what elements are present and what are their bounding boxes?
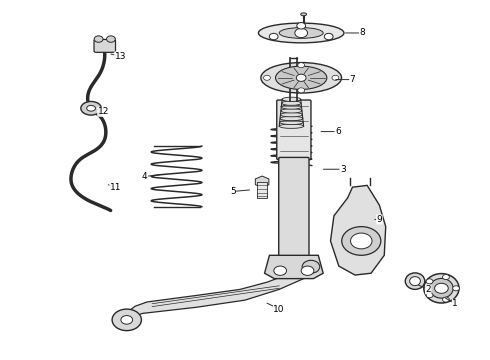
- Polygon shape: [331, 185, 386, 275]
- Circle shape: [350, 233, 372, 249]
- Ellipse shape: [280, 116, 303, 121]
- FancyBboxPatch shape: [279, 157, 309, 256]
- FancyBboxPatch shape: [257, 182, 267, 198]
- Circle shape: [295, 28, 308, 38]
- Circle shape: [324, 33, 333, 40]
- Circle shape: [264, 75, 270, 80]
- Circle shape: [112, 309, 142, 330]
- Circle shape: [298, 88, 305, 93]
- Text: 5: 5: [230, 187, 236, 196]
- Circle shape: [296, 74, 306, 81]
- Ellipse shape: [261, 63, 342, 93]
- FancyBboxPatch shape: [277, 100, 311, 159]
- Text: 10: 10: [273, 305, 285, 314]
- Ellipse shape: [281, 105, 301, 109]
- Text: 2: 2: [425, 285, 431, 294]
- Polygon shape: [265, 255, 323, 279]
- Circle shape: [270, 33, 278, 40]
- Text: 7: 7: [350, 75, 355, 84]
- Ellipse shape: [258, 23, 344, 43]
- Circle shape: [94, 36, 103, 42]
- Circle shape: [301, 266, 314, 275]
- Text: 1: 1: [452, 299, 458, 308]
- Circle shape: [274, 266, 287, 275]
- Ellipse shape: [405, 273, 425, 289]
- Ellipse shape: [81, 102, 101, 115]
- Text: 13: 13: [115, 52, 126, 61]
- Ellipse shape: [281, 109, 302, 113]
- Circle shape: [297, 23, 306, 29]
- Text: 12: 12: [98, 107, 109, 116]
- Ellipse shape: [282, 97, 301, 102]
- Ellipse shape: [280, 113, 302, 117]
- Circle shape: [426, 279, 433, 284]
- Ellipse shape: [301, 13, 307, 16]
- Text: 8: 8: [359, 28, 365, 37]
- Ellipse shape: [410, 276, 420, 285]
- Ellipse shape: [280, 120, 303, 125]
- Circle shape: [302, 260, 320, 273]
- Circle shape: [342, 226, 381, 255]
- Ellipse shape: [279, 124, 304, 129]
- Ellipse shape: [430, 278, 453, 298]
- Circle shape: [106, 36, 115, 42]
- Circle shape: [298, 63, 305, 68]
- Circle shape: [426, 293, 433, 298]
- Ellipse shape: [282, 101, 301, 105]
- FancyBboxPatch shape: [94, 40, 116, 52]
- Circle shape: [121, 316, 133, 324]
- Circle shape: [442, 297, 449, 302]
- Text: 4: 4: [142, 172, 147, 181]
- Text: 6: 6: [335, 127, 341, 136]
- Polygon shape: [121, 262, 314, 325]
- Text: 3: 3: [340, 165, 345, 174]
- Ellipse shape: [275, 66, 327, 89]
- Circle shape: [435, 283, 448, 293]
- Circle shape: [442, 275, 449, 280]
- Ellipse shape: [424, 274, 459, 303]
- Text: 11: 11: [110, 183, 121, 192]
- Ellipse shape: [279, 28, 323, 39]
- Circle shape: [453, 286, 460, 291]
- Ellipse shape: [87, 105, 96, 111]
- Text: 9: 9: [376, 215, 382, 224]
- Circle shape: [332, 75, 339, 80]
